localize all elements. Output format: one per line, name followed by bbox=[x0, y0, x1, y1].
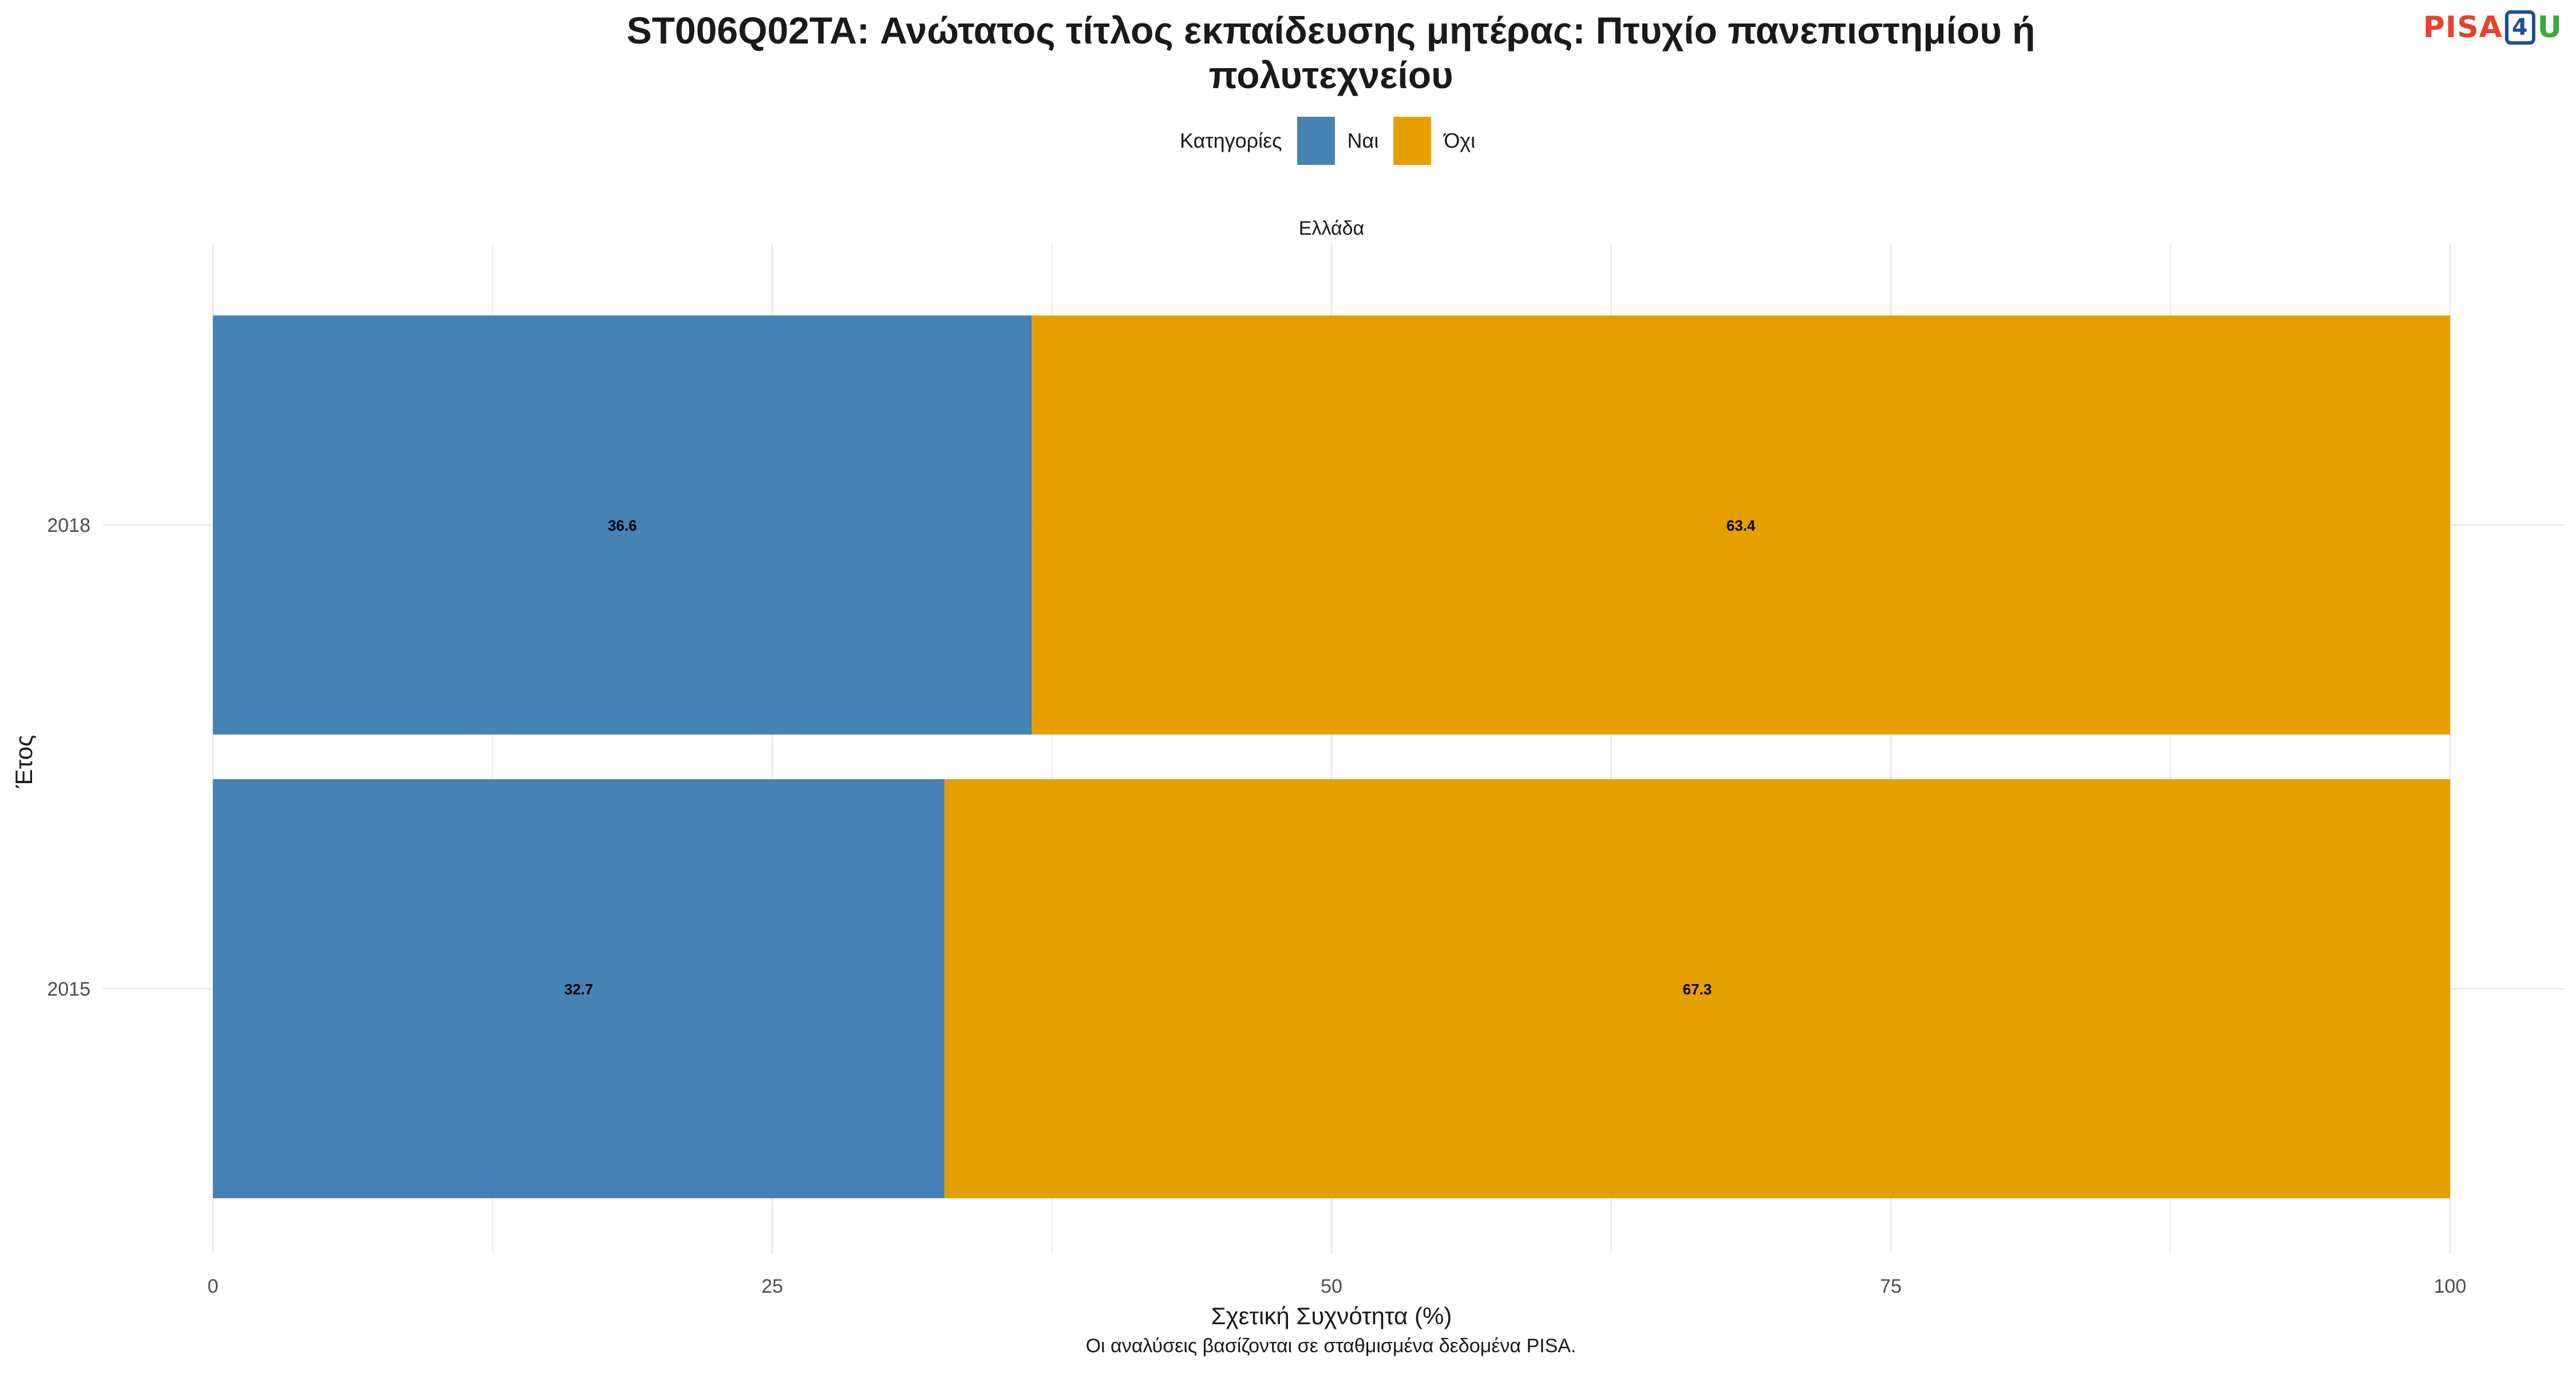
data-label: 63.4 bbox=[1726, 517, 1756, 534]
bar-yes-2018 bbox=[213, 315, 1032, 735]
logo-four-text: 4 bbox=[2504, 10, 2535, 45]
chart-title-line-2: πολυτεχνείου bbox=[1208, 54, 1453, 96]
bar-yes-2015 bbox=[213, 779, 945, 1198]
x-tick-label: 75 bbox=[1880, 1276, 1902, 1297]
y-tick-label: 2018 bbox=[47, 515, 90, 536]
chart-title-line-1: ST006Q02TA: Ανώτατος τίτλος εκπαίδευσης … bbox=[626, 9, 2036, 52]
pisa4u-logo: PISA 4 U bbox=[2423, 9, 2562, 46]
facet-label: Ελλάδα bbox=[1299, 218, 1364, 239]
x-axis-title: Σχετική Συχνότητα (%) bbox=[1211, 1302, 1452, 1329]
legend-swatch-yes bbox=[1297, 117, 1335, 165]
chart-title: ST006Q02TA: Ανώτατος τίτλος εκπαίδευσης … bbox=[0, 8, 2576, 97]
legend: Κατηγορίες Ναι Όχι bbox=[1180, 117, 1490, 165]
data-label: 67.3 bbox=[1683, 981, 1712, 998]
x-tick-label: 100 bbox=[2434, 1276, 2467, 1297]
x-tick-label: 25 bbox=[761, 1276, 783, 1297]
bar-no-2015 bbox=[944, 779, 2450, 1198]
y-axis-title: Έτος bbox=[10, 735, 37, 789]
chart-caption: Οι αναλύσεις βασίζονται σε σταθμισμένα δ… bbox=[1085, 1335, 1577, 1357]
x-tick-label: 50 bbox=[1321, 1276, 1342, 1297]
legend-item-no: Όχι bbox=[1393, 117, 1475, 165]
legend-swatch-no bbox=[1393, 117, 1432, 165]
legend-label-no: Όχι bbox=[1444, 129, 1476, 152]
y-tick-label: 2015 bbox=[47, 978, 90, 1000]
bar-no-2018 bbox=[1032, 315, 2450, 735]
data-label: 36.6 bbox=[608, 517, 637, 534]
logo-pisa-text: PISA bbox=[2423, 10, 2503, 45]
legend-item-yes: Ναι bbox=[1297, 117, 1379, 165]
legend-label-yes: Ναι bbox=[1347, 129, 1379, 152]
legend-title: Κατηγορίες bbox=[1180, 129, 1282, 152]
data-label: 32.7 bbox=[564, 981, 594, 998]
logo-u-text: U bbox=[2537, 10, 2562, 45]
x-tick-label: 0 bbox=[208, 1276, 219, 1297]
